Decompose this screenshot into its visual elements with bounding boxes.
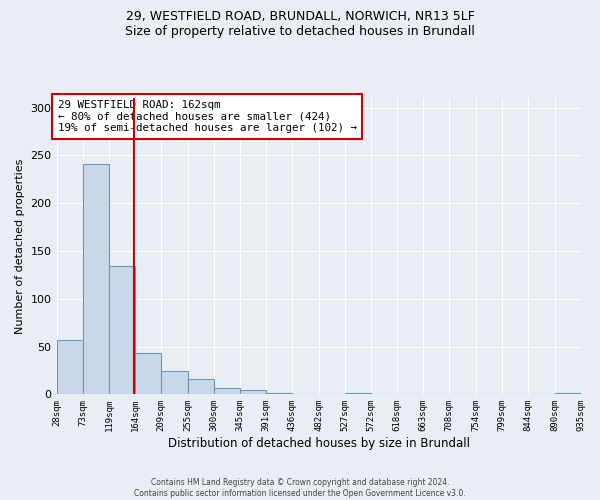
Bar: [214, 388, 239, 394]
Bar: [239, 390, 266, 394]
Bar: [161, 372, 188, 394]
Bar: [135, 353, 161, 395]
X-axis label: Distribution of detached houses by size in Brundall: Distribution of detached houses by size …: [167, 437, 470, 450]
Bar: [83, 164, 109, 394]
Text: 29 WESTFIELD ROAD: 162sqm
← 80% of detached houses are smaller (424)
19% of semi: 29 WESTFIELD ROAD: 162sqm ← 80% of detac…: [58, 100, 356, 133]
Bar: [56, 340, 83, 394]
Text: 29, WESTFIELD ROAD, BRUNDALL, NORWICH, NR13 5LF
Size of property relative to det: 29, WESTFIELD ROAD, BRUNDALL, NORWICH, N…: [125, 10, 475, 38]
Text: Contains HM Land Registry data © Crown copyright and database right 2024.
Contai: Contains HM Land Registry data © Crown c…: [134, 478, 466, 498]
Y-axis label: Number of detached properties: Number of detached properties: [15, 158, 25, 334]
Bar: [109, 266, 135, 394]
Bar: [188, 379, 214, 394]
